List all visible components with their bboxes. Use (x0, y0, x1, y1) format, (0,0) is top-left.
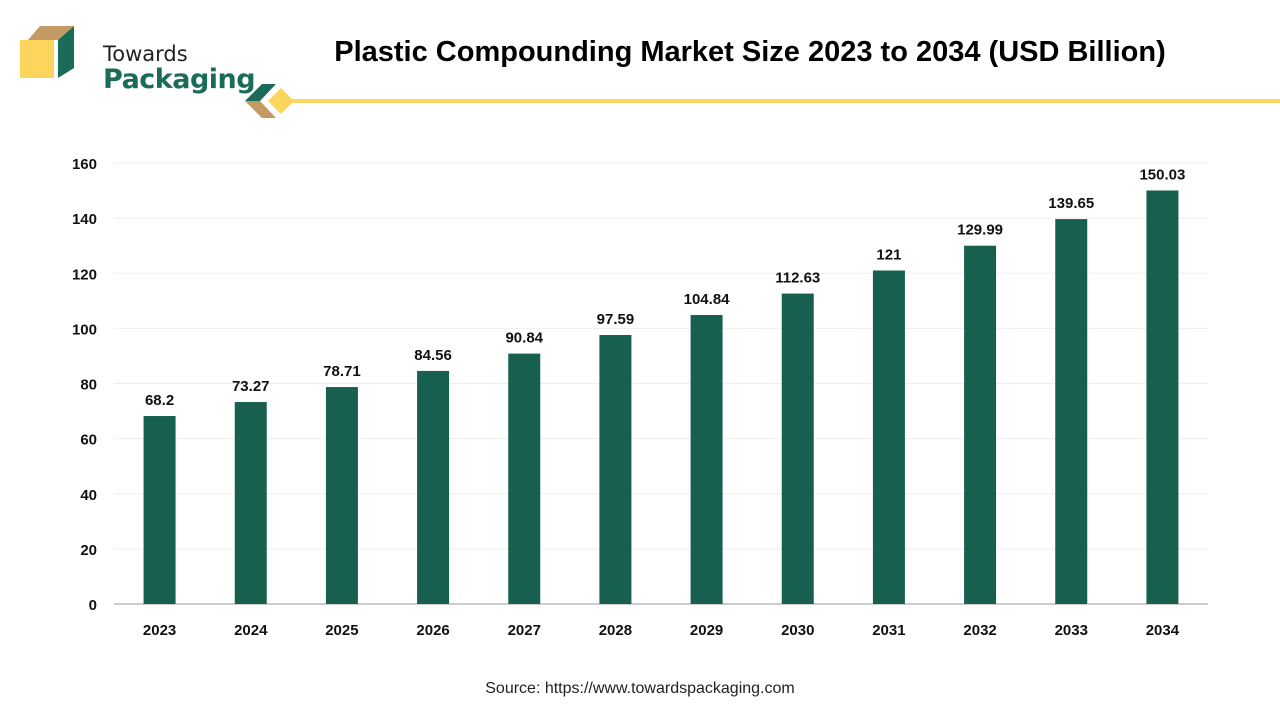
data-label: 97.59 (597, 311, 635, 328)
y-tick-label: 160 (72, 156, 97, 173)
y-tick-label: 0 (89, 597, 97, 614)
data-label: 121 (876, 246, 901, 263)
bar-2033 (1055, 219, 1088, 604)
bar-2029 (690, 315, 723, 604)
x-tick-label: 2027 (508, 622, 541, 639)
data-label: 150.03 (1139, 166, 1185, 183)
brand-line1: Towards (103, 42, 188, 66)
bar-2030 (781, 293, 814, 604)
bar-2025 (325, 387, 358, 604)
y-tick-label: 60 (80, 432, 97, 449)
data-label: 139.65 (1048, 195, 1094, 212)
x-tick-label: 2028 (599, 622, 632, 639)
bar-2024 (234, 402, 267, 604)
bar-2026 (417, 370, 450, 604)
brand-logo: Towards Packaging (18, 22, 256, 95)
x-tick-label: 2025 (325, 622, 358, 639)
data-label: 90.84 (505, 330, 543, 347)
y-tick-label: 120 (72, 266, 97, 283)
data-label: 104.84 (684, 291, 731, 308)
data-label: 112.63 (775, 270, 820, 287)
bar-2027 (508, 353, 541, 604)
y-tick-label: 100 (72, 321, 97, 338)
x-tick-label: 2029 (690, 622, 723, 639)
x-tick-label: 2026 (416, 622, 449, 639)
data-label: 84.56 (414, 347, 452, 364)
y-tick-label: 140 (72, 211, 97, 228)
x-tick-label: 2033 (1055, 622, 1088, 639)
data-label: 78.71 (323, 363, 361, 380)
x-tick-label: 2032 (963, 622, 996, 639)
box-logo-icon (20, 26, 74, 78)
data-label: 73.27 (232, 378, 270, 395)
brand-line2: Packaging (103, 64, 256, 95)
data-label: 68.2 (145, 392, 174, 409)
bar-2032 (964, 245, 997, 604)
x-tick-label: 2024 (234, 622, 268, 639)
x-tick-label: 2030 (781, 622, 814, 639)
x-tick-label: 2034 (1146, 622, 1180, 639)
x-tick-label: 2023 (143, 622, 176, 639)
y-tick-label: 40 (80, 487, 97, 504)
bar-2028 (599, 335, 632, 604)
y-tick-label: 20 (80, 542, 97, 559)
source-note: Source: https://www.towardspackaging.com (485, 680, 795, 697)
y-tick-label: 80 (80, 377, 97, 394)
title-decoration (245, 84, 1280, 118)
chart-title: Plastic Compounding Market Size 2023 to … (334, 36, 1166, 68)
data-label: 129.99 (957, 222, 1003, 239)
bar-2023 (143, 416, 176, 604)
x-tick-label: 2031 (872, 622, 905, 639)
bar-2031 (872, 270, 905, 604)
bar-2034 (1146, 190, 1179, 605)
